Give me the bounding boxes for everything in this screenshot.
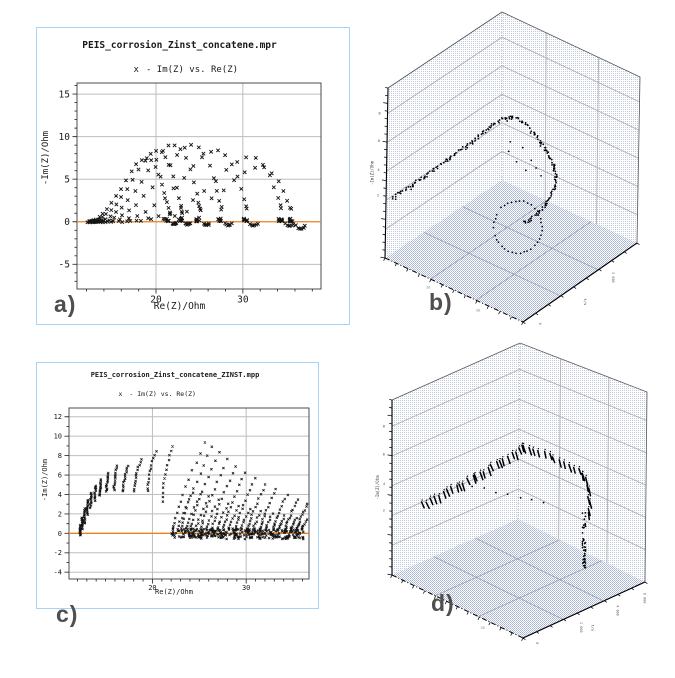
svg-text:0: 0 bbox=[538, 323, 542, 325]
panel-a-legend: x - Im(Z) vs. Re(Z) bbox=[101, 55, 239, 85]
panel-b-3d-plot: 2 4 6 8 -Im(Z)/Ohm 20 30 0 5 000 t/s bbox=[370, 11, 641, 325]
panel-c-xlabel: Re(Z)/Ohm bbox=[155, 588, 193, 596]
svg-text:-2: -2 bbox=[54, 549, 62, 557]
svg-text:15: 15 bbox=[59, 89, 70, 100]
panel-c-letter: c) bbox=[56, 601, 79, 627]
panel-a-letter: a) bbox=[54, 291, 77, 317]
svg-text:4: 4 bbox=[383, 482, 385, 486]
svg-text:30: 30 bbox=[476, 308, 480, 312]
panel-c-title: PEIS_corrosion_Zinst_concatene_ZINST.mpp bbox=[90, 371, 260, 379]
svg-text:2 000: 2 000 bbox=[579, 622, 583, 633]
panel-c-legend: x - Im(Z) vs. Re(Z) bbox=[95, 382, 196, 406]
svg-text:20: 20 bbox=[148, 584, 156, 592]
panel-d-letter: d) bbox=[431, 590, 455, 616]
panel-d-3d-plot: 2 4 6 8 -Im(Z)/Ohm 30 0 2 000 4 000 6 000 t/s bbox=[375, 342, 648, 644]
svg-text:30: 30 bbox=[237, 295, 249, 306]
panel-c-legend-text: - Im(Z) vs. Re(Z) bbox=[129, 390, 196, 398]
svg-text:5 000: 5 000 bbox=[611, 272, 615, 283]
panel-c-frame: PEIS_corrosion_Zinst_concatene_ZINST.mpp… bbox=[36, 362, 319, 609]
svg-text:6 000: 6 000 bbox=[642, 593, 646, 604]
svg-text:8: 8 bbox=[378, 112, 380, 116]
svg-text:6: 6 bbox=[383, 452, 385, 456]
panel-a-frame: PEIS_corrosion_Zinst_concatene.mpr x - Im… bbox=[36, 27, 350, 325]
panel-a-legend-text: - Im(Z) vs. Re(Z) bbox=[145, 65, 239, 75]
svg-text:10: 10 bbox=[54, 433, 62, 441]
svg-text:30: 30 bbox=[242, 584, 250, 592]
panel-a-title: PEIS_corrosion_Zinst_concatene.mpr bbox=[82, 40, 277, 51]
svg-text:8: 8 bbox=[383, 424, 385, 428]
svg-text:t/s: t/s bbox=[583, 299, 588, 306]
svg-text:0: 0 bbox=[64, 217, 70, 228]
svg-text:5: 5 bbox=[64, 175, 70, 186]
panel-a-xlabel: Re(Z)/Ohm bbox=[153, 301, 206, 312]
panel-b-letter: b) bbox=[429, 289, 453, 315]
panel-a-nyquist-plot: 20 30 15 10 5 0 -5 bbox=[59, 82, 322, 306]
svg-text:2: 2 bbox=[383, 508, 385, 512]
svg-text:-5: -5 bbox=[59, 260, 70, 271]
svg-text:10: 10 bbox=[59, 132, 71, 143]
svg-text:4: 4 bbox=[58, 491, 62, 499]
svg-text:12: 12 bbox=[54, 413, 62, 421]
svg-text:20: 20 bbox=[426, 285, 430, 289]
x-marker-icon: x bbox=[133, 65, 139, 75]
svg-text:6: 6 bbox=[378, 139, 380, 143]
svg-text:8: 8 bbox=[58, 452, 62, 460]
svg-text:20: 20 bbox=[150, 295, 162, 306]
svg-text:30: 30 bbox=[481, 626, 485, 630]
svg-text:2: 2 bbox=[58, 510, 62, 518]
x-marker-icon: x bbox=[118, 390, 123, 398]
svg-text:t/s: t/s bbox=[591, 624, 596, 631]
svg-text:-4: -4 bbox=[54, 569, 62, 577]
svg-text:2: 2 bbox=[377, 193, 379, 197]
svg-text:0: 0 bbox=[58, 530, 62, 538]
svg-text:4 000: 4 000 bbox=[616, 605, 620, 616]
svg-text:4: 4 bbox=[377, 168, 379, 172]
svg-text:-Im(Z)/Ohm: -Im(Z)/Ohm bbox=[375, 475, 380, 500]
svg-text:-Im(Z)/Ohm: -Im(Z)/Ohm bbox=[370, 160, 375, 185]
svg-text:0: 0 bbox=[535, 642, 539, 644]
svg-text:6: 6 bbox=[58, 471, 62, 479]
